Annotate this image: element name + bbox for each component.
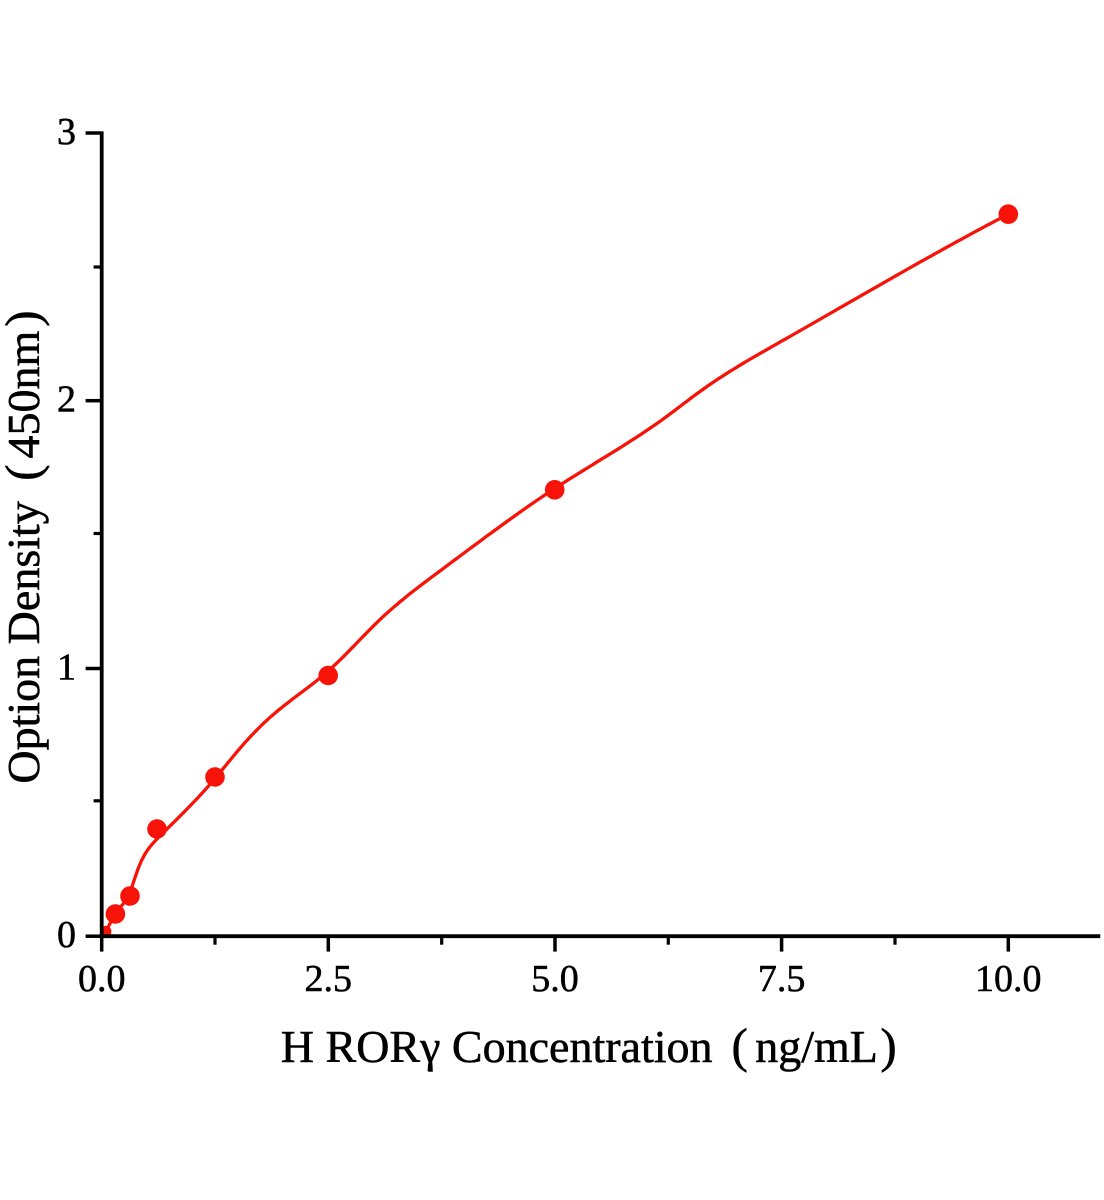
svg-text:7.5: 7.5: [758, 958, 806, 1000]
svg-text:2: 2: [57, 379, 76, 421]
svg-text:5.0: 5.0: [531, 958, 579, 1000]
svg-text:Option Density(450nm): Option Density(450nm): [0, 310, 50, 783]
svg-text:0.0: 0.0: [78, 958, 126, 1000]
svg-text:0: 0: [57, 914, 76, 956]
svg-text:3: 3: [57, 111, 76, 153]
svg-text:2.5: 2.5: [305, 958, 353, 1000]
svg-text:10.0: 10.0: [975, 958, 1042, 1000]
svg-text:1: 1: [57, 646, 76, 688]
svg-text:H RORγ Concentration(ng/mL): H RORγ Concentration(ng/mL): [281, 1018, 897, 1073]
